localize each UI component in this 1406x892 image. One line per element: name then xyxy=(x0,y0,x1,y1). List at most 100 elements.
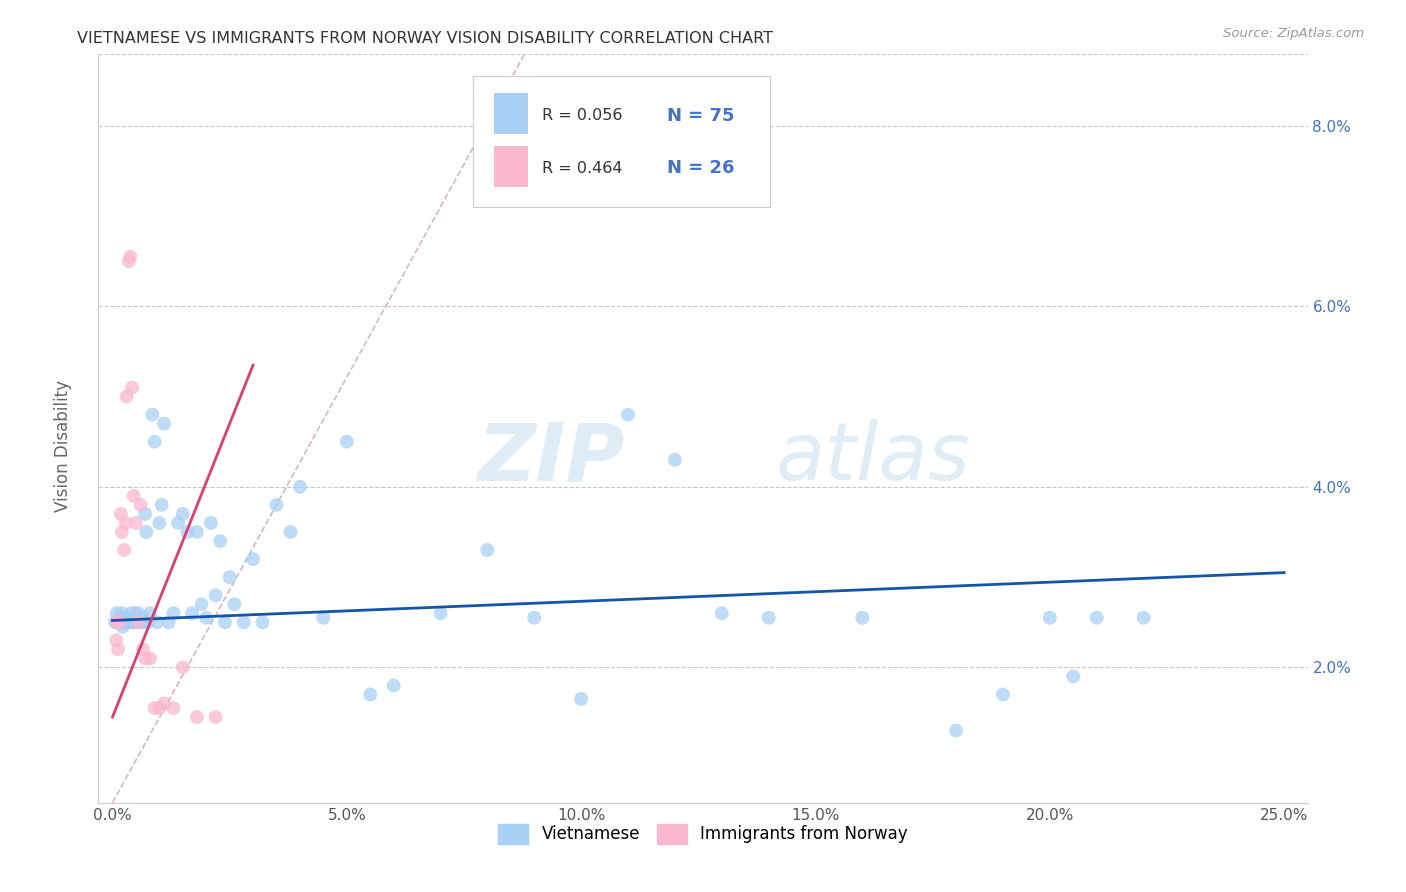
Point xyxy=(134,615,156,630)
Point xyxy=(153,417,176,431)
Point xyxy=(105,615,128,630)
Point xyxy=(107,615,129,630)
Point xyxy=(148,701,170,715)
Point xyxy=(209,534,232,549)
Point xyxy=(110,507,132,521)
Point xyxy=(176,524,198,539)
Point xyxy=(758,611,780,625)
Point xyxy=(128,615,150,630)
Point xyxy=(129,615,152,630)
Point xyxy=(125,516,148,530)
Point xyxy=(139,651,162,665)
FancyBboxPatch shape xyxy=(494,145,527,187)
Point xyxy=(127,606,149,620)
Point xyxy=(111,606,134,620)
Point xyxy=(111,620,134,634)
FancyBboxPatch shape xyxy=(474,76,769,207)
Point xyxy=(105,633,128,648)
Point xyxy=(266,498,288,512)
Text: R = 0.464: R = 0.464 xyxy=(543,161,623,176)
Point xyxy=(186,710,208,724)
Point xyxy=(382,678,405,692)
Point xyxy=(141,408,163,422)
Point xyxy=(172,660,194,674)
Point xyxy=(851,611,873,625)
Text: Vision Disability: Vision Disability xyxy=(55,380,72,512)
Point xyxy=(135,524,157,539)
Point xyxy=(120,606,142,620)
Point xyxy=(108,615,131,630)
Point xyxy=(132,642,155,657)
Point xyxy=(167,516,190,530)
Point xyxy=(1085,611,1108,625)
Point xyxy=(280,524,302,539)
Point xyxy=(204,588,226,602)
Point xyxy=(107,642,129,657)
Text: ZIP: ZIP xyxy=(477,419,624,497)
Point xyxy=(104,615,127,630)
Point xyxy=(134,507,156,521)
Legend: Vietnamese, Immigrants from Norway: Vietnamese, Immigrants from Norway xyxy=(492,817,914,851)
FancyBboxPatch shape xyxy=(494,94,527,135)
Point xyxy=(153,697,176,711)
Point xyxy=(312,611,335,625)
Point xyxy=(122,489,145,503)
Point xyxy=(617,408,640,422)
Point xyxy=(114,611,136,625)
Point xyxy=(114,516,136,530)
Point xyxy=(127,615,149,630)
Point xyxy=(252,615,274,630)
Point xyxy=(710,606,733,620)
Point xyxy=(1062,669,1084,683)
Point xyxy=(190,597,212,611)
Point xyxy=(122,615,145,630)
Point xyxy=(132,611,155,625)
Point xyxy=(121,380,143,394)
Point xyxy=(242,552,264,566)
Point xyxy=(148,516,170,530)
Point xyxy=(157,615,180,630)
Point xyxy=(134,651,156,665)
Point xyxy=(112,615,135,630)
Point xyxy=(359,688,381,702)
Point xyxy=(336,434,359,449)
Point xyxy=(143,434,166,449)
Point xyxy=(523,611,546,625)
Point xyxy=(172,507,194,521)
Point xyxy=(232,615,254,630)
Point xyxy=(181,606,204,620)
Point xyxy=(125,615,148,630)
Point xyxy=(664,452,686,467)
Text: R = 0.056: R = 0.056 xyxy=(543,108,623,123)
Point xyxy=(136,615,159,630)
Point xyxy=(118,611,141,625)
Point xyxy=(224,597,246,611)
Point xyxy=(162,606,184,620)
Point xyxy=(143,701,166,715)
Point xyxy=(200,516,222,530)
Text: N = 75: N = 75 xyxy=(666,107,734,125)
Text: atlas: atlas xyxy=(776,419,970,497)
Point xyxy=(112,543,135,558)
Point xyxy=(120,250,142,264)
Point xyxy=(218,570,240,584)
Point xyxy=(125,611,148,625)
Point xyxy=(186,524,208,539)
Point xyxy=(124,606,146,620)
Point xyxy=(115,615,138,630)
Point xyxy=(477,543,499,558)
Text: VIETNAMESE VS IMMIGRANTS FROM NORWAY VISION DISABILITY CORRELATION CHART: VIETNAMESE VS IMMIGRANTS FROM NORWAY VIS… xyxy=(77,31,773,46)
Point xyxy=(120,615,142,630)
Point xyxy=(569,692,592,706)
Point xyxy=(129,498,152,512)
Text: Source: ZipAtlas.com: Source: ZipAtlas.com xyxy=(1223,27,1364,40)
Text: N = 26: N = 26 xyxy=(666,159,734,178)
Point xyxy=(1132,611,1154,625)
Point xyxy=(110,615,132,630)
Point xyxy=(117,615,139,630)
Point xyxy=(105,615,128,630)
Point xyxy=(288,480,311,494)
Point xyxy=(1039,611,1062,625)
Point xyxy=(111,524,134,539)
Point xyxy=(162,701,184,715)
